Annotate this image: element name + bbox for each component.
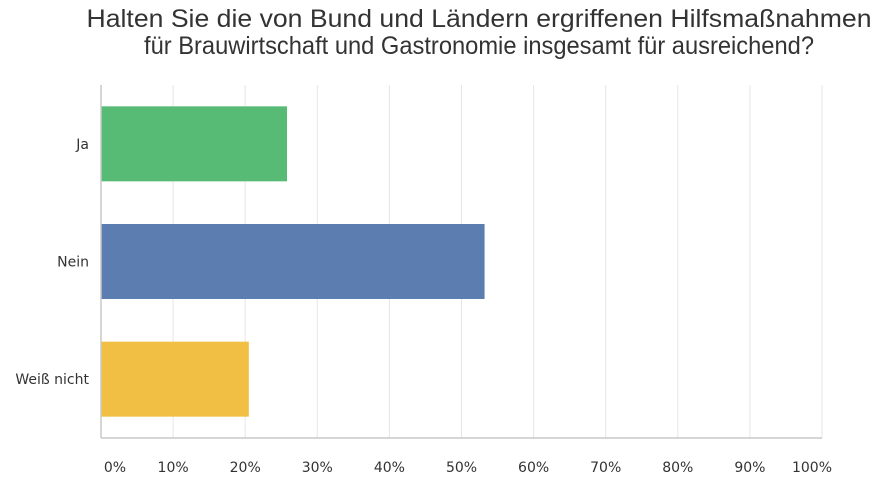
bar-ja [101, 106, 288, 182]
category-label: Weiß nicht [15, 372, 89, 388]
x-tick-label: 10% [158, 460, 189, 476]
x-tick-label: 40% [374, 460, 405, 476]
category-label: Nein [57, 255, 89, 271]
category-label: Ja [75, 137, 89, 153]
x-tick-label: 90% [734, 460, 765, 476]
x-tick-label: 70% [590, 460, 621, 476]
x-tick-label: 30% [302, 460, 333, 476]
x-tick-label: 60% [518, 460, 549, 476]
x-tick-label: 100% [792, 460, 832, 476]
x-tick-label: 80% [662, 460, 693, 476]
bar-weiß-nicht [101, 341, 249, 417]
chart-title-line-1: Halten Sie die von Bund und Ländern ergr… [87, 5, 872, 33]
x-tick-label: 20% [230, 460, 261, 476]
x-tick-label: 50% [446, 460, 477, 476]
bar-nein [101, 224, 485, 299]
chart-title-line-2: für Brauwirtschaft und Gastronomie insge… [144, 32, 814, 60]
x-tick-label: 0% [104, 460, 126, 476]
